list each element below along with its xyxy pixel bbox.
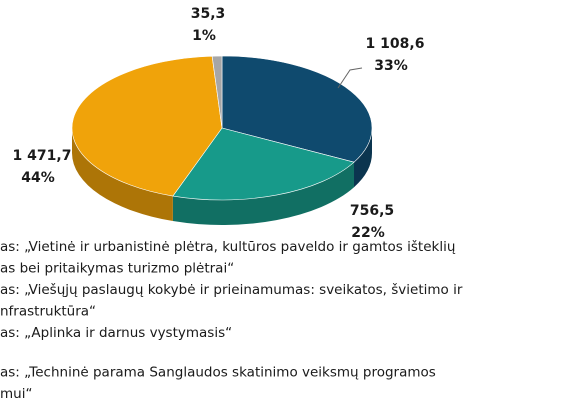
pie-tops bbox=[71, 55, 373, 201]
legend-text: nfrastruktūra“ bbox=[0, 304, 96, 320]
pie-slice-side bbox=[354, 128, 372, 188]
legend: as: „Vietinė ir urbanistinė plėtra, kult… bbox=[0, 239, 463, 401]
legend-text: as: „Aplinka ir darnus vystymasis“ bbox=[0, 325, 232, 341]
pie-slice bbox=[71, 55, 223, 197]
pie-slice bbox=[221, 55, 373, 163]
legend-text: mui“ bbox=[0, 386, 32, 401]
value-label: 756,5 bbox=[350, 203, 394, 219]
percent-label: 1% bbox=[192, 28, 216, 44]
percent-label: 22% bbox=[351, 225, 385, 241]
value-label: 1 471,7 bbox=[13, 148, 72, 164]
percent-label: 44% bbox=[21, 170, 55, 186]
percent-label: 33% bbox=[374, 58, 408, 74]
legend-text: as bei pritaikymas turizmo plėtrai“ bbox=[0, 261, 234, 277]
value-label: 35,3 bbox=[191, 6, 226, 22]
leader-line bbox=[337, 67, 363, 89]
legend-text: as: „Vietinė ir urbanistinė plėtra, kult… bbox=[0, 239, 456, 255]
legend-text: as: „Techninė parama Sanglaudos skatinim… bbox=[0, 365, 436, 381]
value-label: 1 108,6 bbox=[366, 36, 425, 52]
pie-slice bbox=[172, 127, 355, 201]
pie-slice bbox=[211, 55, 223, 129]
pie-sides bbox=[72, 128, 372, 226]
data-labels: 1 108,6 33% 756,5 22% 1 471,7 44% 35,3 1% bbox=[13, 6, 425, 241]
pie-slice-side bbox=[172, 162, 355, 226]
pie-slice-side bbox=[72, 128, 173, 222]
legend-text: as: „Viešųjų paslaugų kokybė ir prieinam… bbox=[0, 282, 463, 298]
